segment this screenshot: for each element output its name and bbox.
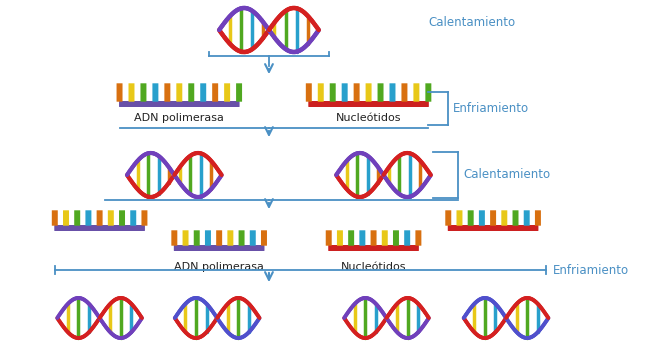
FancyBboxPatch shape (261, 230, 267, 246)
FancyBboxPatch shape (359, 230, 365, 246)
FancyBboxPatch shape (174, 245, 265, 251)
FancyBboxPatch shape (354, 83, 359, 102)
FancyBboxPatch shape (212, 83, 218, 102)
FancyBboxPatch shape (413, 83, 419, 102)
FancyBboxPatch shape (63, 210, 69, 226)
FancyBboxPatch shape (227, 230, 233, 246)
FancyBboxPatch shape (55, 225, 145, 231)
FancyBboxPatch shape (337, 230, 343, 246)
FancyBboxPatch shape (308, 101, 429, 107)
Text: Enfriamiento: Enfriamiento (553, 264, 629, 277)
FancyBboxPatch shape (239, 230, 244, 246)
FancyBboxPatch shape (479, 210, 485, 226)
FancyBboxPatch shape (306, 83, 312, 102)
Text: Nucleótidos: Nucleótidos (336, 113, 401, 123)
FancyBboxPatch shape (224, 83, 230, 102)
FancyBboxPatch shape (116, 83, 123, 102)
FancyBboxPatch shape (200, 83, 206, 102)
FancyBboxPatch shape (119, 210, 125, 226)
FancyBboxPatch shape (328, 245, 419, 251)
FancyBboxPatch shape (205, 230, 211, 246)
FancyBboxPatch shape (188, 83, 194, 102)
FancyBboxPatch shape (501, 210, 507, 226)
FancyBboxPatch shape (85, 210, 92, 226)
Text: ADN polimerasa: ADN polimerasa (135, 113, 224, 123)
FancyBboxPatch shape (194, 230, 200, 246)
FancyBboxPatch shape (164, 83, 170, 102)
FancyBboxPatch shape (142, 210, 148, 226)
FancyBboxPatch shape (389, 83, 395, 102)
Text: Calentamiento: Calentamiento (428, 15, 515, 29)
Text: Calentamiento: Calentamiento (463, 168, 551, 181)
FancyBboxPatch shape (97, 210, 103, 226)
FancyBboxPatch shape (130, 210, 136, 226)
Text: ADN polimerasa: ADN polimerasa (174, 262, 264, 272)
FancyBboxPatch shape (425, 83, 432, 102)
FancyBboxPatch shape (468, 210, 474, 226)
FancyBboxPatch shape (535, 210, 541, 226)
FancyBboxPatch shape (342, 83, 348, 102)
FancyBboxPatch shape (445, 210, 451, 226)
FancyBboxPatch shape (129, 83, 135, 102)
FancyBboxPatch shape (216, 230, 222, 246)
Text: Enfriamiento: Enfriamiento (453, 102, 529, 115)
FancyBboxPatch shape (172, 230, 177, 246)
FancyBboxPatch shape (404, 230, 410, 246)
FancyBboxPatch shape (456, 210, 462, 226)
FancyBboxPatch shape (52, 210, 58, 226)
FancyBboxPatch shape (415, 230, 421, 246)
FancyBboxPatch shape (250, 230, 255, 246)
FancyBboxPatch shape (402, 83, 408, 102)
Text: Nucleótidos: Nucleótidos (341, 262, 406, 272)
FancyBboxPatch shape (382, 230, 388, 246)
FancyBboxPatch shape (119, 101, 240, 107)
FancyBboxPatch shape (236, 83, 242, 102)
FancyBboxPatch shape (365, 83, 372, 102)
FancyBboxPatch shape (370, 230, 376, 246)
FancyBboxPatch shape (74, 210, 80, 226)
FancyBboxPatch shape (183, 230, 188, 246)
FancyBboxPatch shape (176, 83, 182, 102)
FancyBboxPatch shape (330, 83, 335, 102)
FancyBboxPatch shape (108, 210, 114, 226)
FancyBboxPatch shape (378, 83, 384, 102)
FancyBboxPatch shape (318, 83, 324, 102)
FancyBboxPatch shape (348, 230, 354, 246)
FancyBboxPatch shape (448, 225, 538, 231)
FancyBboxPatch shape (140, 83, 146, 102)
FancyBboxPatch shape (393, 230, 399, 246)
FancyBboxPatch shape (490, 210, 496, 226)
FancyBboxPatch shape (326, 230, 332, 246)
FancyBboxPatch shape (152, 83, 159, 102)
FancyBboxPatch shape (524, 210, 530, 226)
FancyBboxPatch shape (512, 210, 519, 226)
